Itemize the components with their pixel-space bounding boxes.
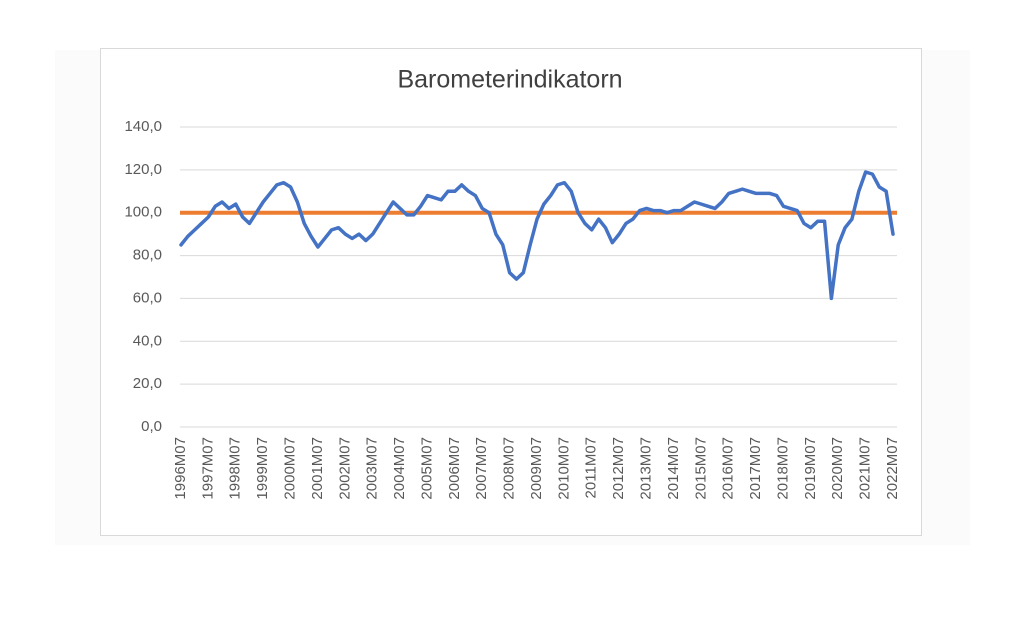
y-tick-label: 80,0	[133, 247, 162, 264]
y-tick-label: 40,0	[133, 332, 162, 349]
x-tick-label: 2020M07	[829, 437, 846, 500]
x-tick-label: 2015M07	[692, 437, 709, 500]
x-tick-label: 2012M07	[610, 437, 627, 500]
x-tick-label: 1996M07	[172, 437, 189, 500]
y-tick-label: 100,0	[124, 204, 162, 221]
x-tick-label: 2006M07	[446, 437, 463, 500]
x-tick-label: 1998M07	[227, 437, 244, 500]
x-tick-label: 2022M07	[884, 437, 901, 500]
chart-title: Barometerindikatorn	[397, 66, 622, 94]
x-tick-label: 2008M07	[501, 437, 518, 500]
x-tick-label: 2010M07	[555, 437, 572, 500]
x-tick-label: 2001M07	[309, 437, 326, 500]
x-tick-label: 2009M07	[528, 437, 545, 500]
y-tick-label: 120,0	[124, 161, 162, 178]
x-tick-label: 2007M07	[473, 437, 490, 500]
x-tick-label: 2014M07	[665, 437, 682, 500]
x-tick-label: 2018M07	[774, 437, 791, 500]
x-tick-label: 2013M07	[638, 437, 655, 500]
x-tick-label: 2000M07	[282, 437, 299, 500]
chart-area	[100, 48, 922, 536]
x-tick-label: 2004M07	[391, 437, 408, 500]
y-tick-label: 20,0	[133, 375, 162, 392]
x-tick-label: 1997M07	[199, 437, 216, 500]
x-tick-label: 2016M07	[720, 437, 737, 500]
y-tick-label: 140,0	[124, 118, 162, 135]
x-tick-label: 2021M07	[857, 437, 874, 500]
x-tick-label: 2002M07	[336, 437, 353, 500]
x-tick-label: 1999M07	[254, 437, 271, 500]
x-tick-label: 2005M07	[418, 437, 435, 500]
x-tick-label: 2017M07	[747, 437, 764, 500]
x-tick-label: 2003M07	[364, 437, 381, 500]
x-tick-label: 2019M07	[802, 437, 819, 500]
x-tick-label: 2011M07	[583, 437, 600, 498]
y-tick-label: 0,0	[141, 418, 162, 435]
data-line	[179, 170, 895, 301]
y-tick-label: 60,0	[133, 289, 162, 306]
